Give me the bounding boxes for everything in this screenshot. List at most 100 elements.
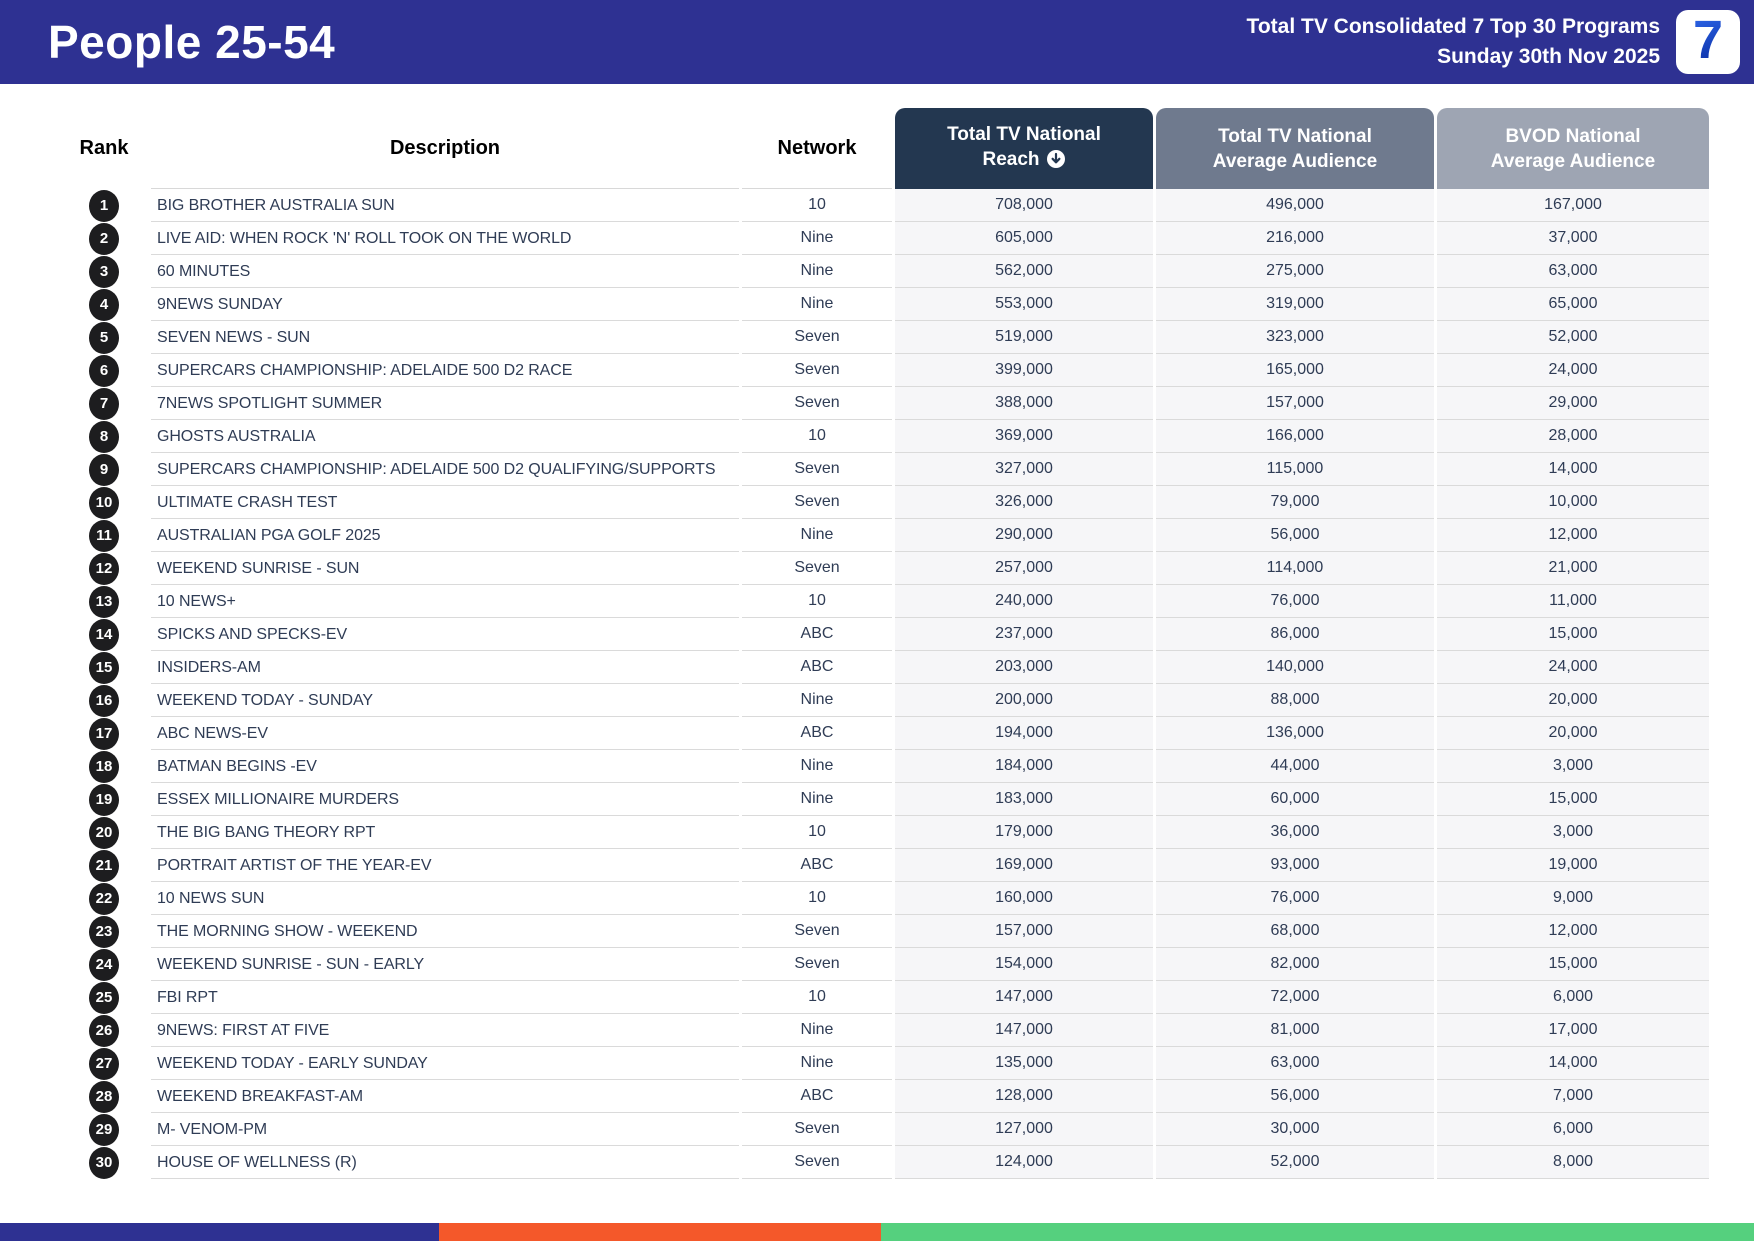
network-cell: 10 (742, 420, 892, 453)
rank-badge: 22 (89, 882, 119, 915)
network-cell: Seven (742, 453, 892, 486)
bvod-column-header[interactable]: BVOD National Average Audience (1437, 108, 1709, 189)
description-cell: AUSTRALIAN PGA GOLF 2025 (151, 519, 739, 552)
table-row: 27 WEEKEND TODAY - EARLY SUNDAY Nine 135… (60, 1047, 1709, 1080)
bvod-cell: 20,000 (1437, 684, 1709, 717)
avg-cell: 68,000 (1156, 915, 1434, 948)
description-cell: 10 NEWS+ (151, 585, 739, 618)
description-cell: WEEKEND SUNRISE - SUN - EARLY (151, 948, 739, 981)
avg-audience-column-header[interactable]: Total TV National Average Audience (1156, 108, 1434, 189)
bvod-cell: 7,000 (1437, 1080, 1709, 1113)
table-row: 6 SUPERCARS CHAMPIONSHIP: ADELAIDE 500 D… (60, 354, 1709, 387)
description-cell: HOUSE OF WELLNESS (R) (151, 1146, 739, 1179)
reach-cell: 562,000 (895, 255, 1153, 288)
reach-cell: 369,000 (895, 420, 1153, 453)
avg-cell: 115,000 (1156, 453, 1434, 486)
description-cell: WEEKEND BREAKFAST-AM (151, 1080, 739, 1113)
table-row: 19 ESSEX MILLIONAIRE MURDERS Nine 183,00… (60, 783, 1709, 816)
sort-descending-icon[interactable] (1046, 149, 1066, 176)
reach-cell: 194,000 (895, 717, 1153, 750)
programs-table: Rank Description Network Total TV Nation… (57, 108, 1712, 1179)
description-cell: WEEKEND TODAY - SUNDAY (151, 684, 739, 717)
description-cell: ESSEX MILLIONAIRE MURDERS (151, 783, 739, 816)
table-body: 1 BIG BROTHER AUSTRALIA SUN 10 708,000 4… (60, 189, 1709, 1179)
description-cell: SPICKS AND SPECKS-EV (151, 618, 739, 651)
bvod-cell: 14,000 (1437, 453, 1709, 486)
network-header: Network (742, 108, 892, 189)
reach-cell: 553,000 (895, 288, 1153, 321)
description-cell: 7NEWS SPOTLIGHT SUMMER (151, 387, 739, 420)
table-row: 23 THE MORNING SHOW - WEEKEND Seven 157,… (60, 915, 1709, 948)
avg-cell: 88,000 (1156, 684, 1434, 717)
reach-cell: 240,000 (895, 585, 1153, 618)
network-cell: Nine (742, 519, 892, 552)
description-cell: PORTRAIT ARTIST OF THE YEAR-EV (151, 849, 739, 882)
network-cell: 10 (742, 585, 892, 618)
table-row: 11 AUSTRALIAN PGA GOLF 2025 Nine 290,000… (60, 519, 1709, 552)
footer-segment-green (880, 1223, 1754, 1241)
network-cell: 10 (742, 882, 892, 915)
description-cell: THE BIG BANG THEORY RPT (151, 816, 739, 849)
description-cell: SUPERCARS CHAMPIONSHIP: ADELAIDE 500 D2 … (151, 453, 739, 486)
table-row: 2 LIVE AID: WHEN ROCK 'N' ROLL TOOK ON T… (60, 222, 1709, 255)
rank-badge: 4 (89, 288, 119, 321)
avg-cell: 216,000 (1156, 222, 1434, 255)
bvod-cell: 6,000 (1437, 1113, 1709, 1146)
table-row: 16 WEEKEND TODAY - SUNDAY Nine 200,000 8… (60, 684, 1709, 717)
reach-column-header[interactable]: Total TV National Reach (895, 108, 1153, 189)
table-row: 25 FBI RPT 10 147,000 72,000 6,000 (60, 981, 1709, 1014)
avg-cell: 72,000 (1156, 981, 1434, 1014)
bvod-cell: 3,000 (1437, 816, 1709, 849)
rank-badge: 29 (89, 1113, 119, 1146)
avg-cell: 79,000 (1156, 486, 1434, 519)
bvod-cell: 37,000 (1437, 222, 1709, 255)
avg-cell: 140,000 (1156, 651, 1434, 684)
rank-badge: 11 (89, 519, 119, 552)
network-cell: Seven (742, 915, 892, 948)
bvod-cell: 9,000 (1437, 882, 1709, 915)
description-cell: LIVE AID: WHEN ROCK 'N' ROLL TOOK ON THE… (151, 222, 739, 255)
reach-cell: 160,000 (895, 882, 1153, 915)
page-title: People 25-54 (48, 16, 336, 68)
table-row: 17 ABC NEWS-EV ABC 194,000 136,000 20,00… (60, 717, 1709, 750)
description-cell: M- VENOM-PM (151, 1113, 739, 1146)
avg-cell: 319,000 (1156, 288, 1434, 321)
reach-cell: 203,000 (895, 651, 1153, 684)
reach-cell: 290,000 (895, 519, 1153, 552)
avg-cell: 30,000 (1156, 1113, 1434, 1146)
description-cell: WEEKEND SUNRISE - SUN (151, 552, 739, 585)
avg-cell: 52,000 (1156, 1146, 1434, 1179)
bvod-cell: 10,000 (1437, 486, 1709, 519)
reach-cell: 179,000 (895, 816, 1153, 849)
rank-badge: 10 (89, 486, 119, 519)
report-subtitle-line1: Total TV Consolidated 7 Top 30 Programs (1246, 15, 1660, 38)
network-cell: Nine (742, 222, 892, 255)
table-row: 3 60 MINUTES Nine 562,000 275,000 63,000 (60, 255, 1709, 288)
description-cell: SUPERCARS CHAMPIONSHIP: ADELAIDE 500 D2 … (151, 354, 739, 387)
description-cell: BIG BROTHER AUSTRALIA SUN (151, 189, 739, 222)
description-cell: INSIDERS-AM (151, 651, 739, 684)
avg-cell: 86,000 (1156, 618, 1434, 651)
rank-header: Rank (60, 108, 148, 189)
reach-cell: 200,000 (895, 684, 1153, 717)
seven-logo-glyph: 7 (1692, 10, 1724, 70)
reach-cell: 327,000 (895, 453, 1153, 486)
reach-cell: 183,000 (895, 783, 1153, 816)
reach-cell: 147,000 (895, 981, 1153, 1014)
bvod-cell: 24,000 (1437, 354, 1709, 387)
reach-cell: 147,000 (895, 1014, 1153, 1047)
network-cell: Nine (742, 750, 892, 783)
reach-cell: 519,000 (895, 321, 1153, 354)
bvod-cell: 167,000 (1437, 189, 1709, 222)
rank-badge: 3 (89, 255, 119, 288)
avg-cell: 323,000 (1156, 321, 1434, 354)
rank-badge: 12 (89, 552, 119, 585)
network-cell: ABC (742, 849, 892, 882)
rank-badge: 19 (89, 783, 119, 816)
network-cell: Seven (742, 321, 892, 354)
reach-cell: 128,000 (895, 1080, 1153, 1113)
reach-cell: 157,000 (895, 915, 1153, 948)
network-cell: ABC (742, 1080, 892, 1113)
avg-cell: 496,000 (1156, 189, 1434, 222)
description-cell: FBI RPT (151, 981, 739, 1014)
